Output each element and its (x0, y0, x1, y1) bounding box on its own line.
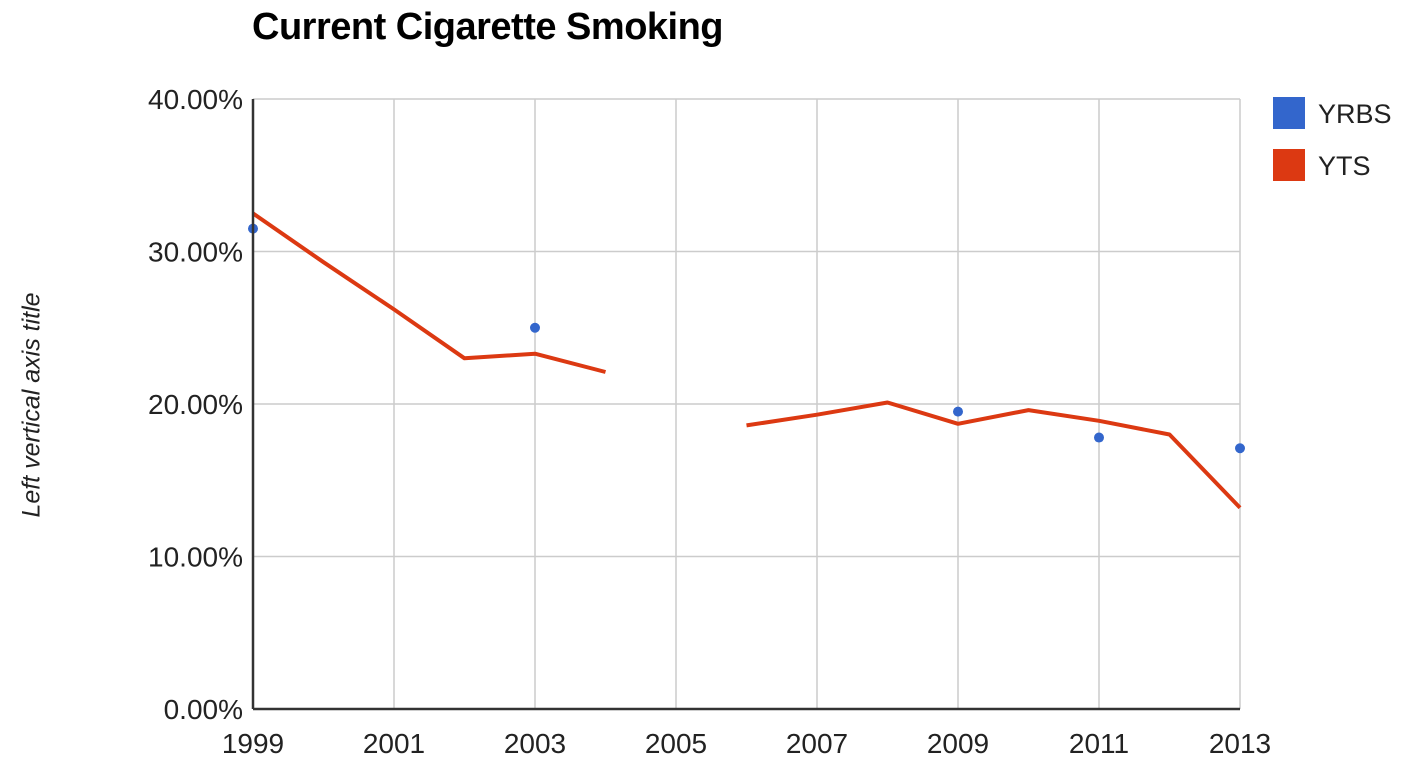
yts-series-line (746, 400, 1242, 510)
yrbs-data-point (953, 406, 963, 417)
x-tick-label: 2013 (1209, 728, 1271, 759)
legend-label-yrbs[interactable]: YRBS (1318, 99, 1392, 129)
tick-labels: 0.00% 10.00% 20.00% 30.00% 40.00% 1999 2001 200… (148, 84, 1271, 759)
chart-title: Current Cigarette Smoking (252, 6, 724, 48)
x-tick-label: 2001 (363, 728, 425, 759)
x-tick-label: 2009 (927, 728, 989, 759)
y-tick-label: 20.00% (148, 389, 243, 420)
grid-lines (252, 98, 1241, 710)
yrbs-data-point (530, 322, 540, 333)
legend[interactable]: YRBS YTS (1273, 97, 1392, 181)
x-tick-label: 2011 (1069, 728, 1129, 759)
legend-label-yts[interactable]: YTS (1318, 151, 1371, 181)
series-layer (248, 211, 1245, 510)
x-tick-label: 2005 (645, 728, 707, 759)
x-tick-label: 2007 (786, 728, 848, 759)
y-tick-label: 10.00% (148, 542, 243, 573)
x-tick-label: 1999 (222, 728, 284, 759)
legend-swatch-yts[interactable] (1273, 149, 1305, 181)
yts-series-line (251, 211, 607, 374)
yrbs-data-point (1094, 432, 1104, 443)
legend-swatch-yrbs[interactable] (1273, 97, 1305, 129)
y-tick-label: 0.00% (164, 694, 243, 725)
yrbs-data-point (1235, 443, 1245, 454)
y-tick-label: 30.00% (148, 237, 243, 268)
y-tick-label: 40.00% (148, 84, 243, 115)
axis-lines (251, 99, 1240, 711)
x-tick-label: 2003 (504, 728, 566, 759)
